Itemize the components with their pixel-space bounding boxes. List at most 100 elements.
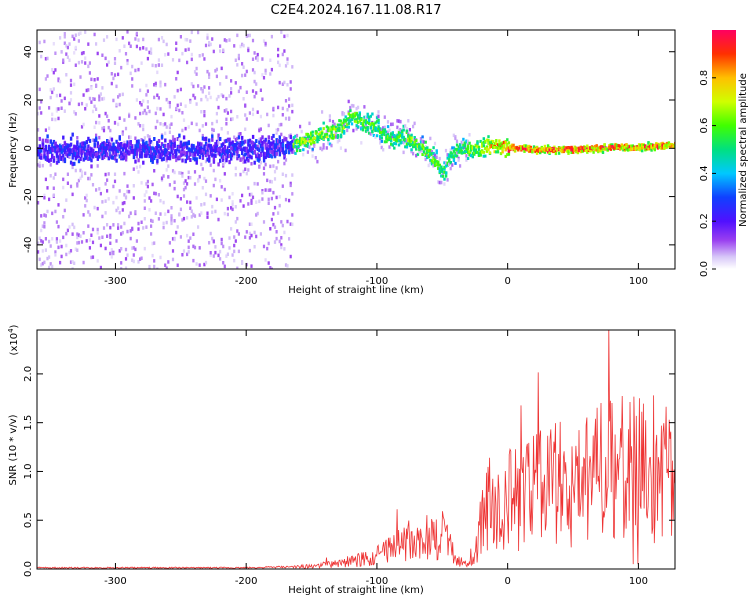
spectrogram-cell: [261, 197, 264, 201]
spectrogram-cell: [283, 34, 286, 39]
spectrogram-cell: [186, 233, 189, 238]
spectrogram-cell: [203, 57, 206, 61]
spectrogram-cell: [175, 148, 178, 153]
spectrogram-cell: [137, 38, 140, 42]
spectrogram-cell: [590, 146, 594, 150]
spectrogram-cell: [245, 156, 249, 161]
spectrogram-cell: [321, 131, 324, 135]
spectrogram-cell: [104, 199, 107, 203]
spectrogram-cell: [482, 154, 485, 158]
spectrogram-cell: [85, 140, 88, 144]
spectrogram-cell: [225, 254, 228, 258]
spectrogram-cell: [71, 155, 74, 160]
spectrogram-cell: [137, 67, 140, 72]
spectrogram-cell: [90, 148, 93, 153]
spectrogram-cell: [567, 146, 570, 149]
spectrogram-cell: [288, 237, 291, 241]
spectrogram-cell: [74, 168, 77, 173]
spectrogram-cell: [548, 150, 551, 154]
spectrogram-cell: [124, 52, 128, 56]
spectrogram-cell: [269, 153, 272, 158]
spectrogram-cell: [57, 224, 60, 229]
spectrogram-cell: [214, 69, 217, 73]
spectrogram-cell: [397, 135, 401, 139]
spectrogram-cell: [69, 184, 73, 189]
spectrogram-cell: [121, 208, 124, 212]
spectrogram-cell: [433, 164, 437, 167]
spectrogram-cell: [59, 239, 62, 243]
spectrogram-cell: [154, 146, 158, 150]
spectrogram-cell: [63, 32, 66, 36]
spectrogram-cell: [77, 39, 80, 43]
spectrogram-cell: [124, 196, 128, 200]
spectrogram-cell: [288, 116, 291, 120]
spectrogram-cell: [308, 135, 311, 139]
spectrogram-cell: [628, 148, 631, 152]
spectrogram-cell: [153, 83, 156, 87]
spectrogram-cell: [284, 144, 288, 149]
spectrogram-cell: [443, 167, 446, 171]
spectrogram-cell: [212, 159, 216, 164]
spectrogram-cell: [477, 153, 481, 157]
spectrogram-cell: [225, 138, 228, 143]
spectrogram-cell: [391, 122, 394, 126]
spectrogram-cell: [48, 265, 51, 269]
spectrogram-cell: [88, 213, 91, 217]
spectrogram-cell: [413, 140, 416, 144]
spectrogram-cell: [192, 232, 195, 236]
spectrogram-ytick-label: 40: [23, 45, 34, 58]
spectrogram-cell: [493, 145, 496, 149]
spectrogram-cell: [179, 102, 182, 106]
spectrogram-cell: [101, 146, 104, 151]
spectrogram-cell: [69, 83, 73, 87]
spectrogram-cell: [397, 127, 400, 132]
spectrogram-cell: [84, 171, 87, 176]
spectrogram-cell: [502, 143, 506, 147]
spectrogram-cell: [396, 119, 399, 123]
spectrogram-cell: [46, 152, 49, 157]
spectrogram-cell: [38, 144, 41, 149]
spectrogram-cell: [266, 146, 269, 151]
spectrogram-cell: [41, 163, 44, 168]
spectrogram-cell: [277, 147, 280, 152]
spectrogram-cell: [211, 121, 214, 126]
spectrogram-cell: [215, 142, 219, 147]
spectrogram-cell: [310, 133, 313, 137]
spectrogram-cell: [306, 135, 310, 138]
spectrogram-cell: [85, 88, 88, 93]
spectrogram-cell: [88, 150, 92, 155]
spectrogram-cell: [314, 156, 317, 160]
spectrogram-cell: [402, 135, 405, 139]
spectrogram-cell: [435, 151, 438, 155]
spectrogram-cell: [223, 145, 227, 149]
spectrogram-cell: [184, 37, 187, 42]
spectrogram-cell: [623, 145, 627, 149]
spectrogram-cell: [109, 144, 112, 149]
spectrogram-cell: [344, 115, 347, 119]
spectrogram-cell: [115, 239, 118, 243]
spectrogram-cell: [466, 147, 470, 151]
spectrogram-cell: [391, 143, 394, 147]
spectrogram-cell: [120, 151, 123, 156]
spectrogram-cell: [137, 144, 140, 149]
spectrogram-cell: [264, 137, 267, 142]
spectrogram-cell: [259, 127, 262, 131]
spectrogram-cell: [441, 174, 445, 178]
spectrogram-cell: [364, 121, 368, 125]
spectrogram-cell: [102, 141, 106, 146]
spectrogram-cell: [91, 153, 95, 158]
spectrogram-cell: [120, 155, 123, 160]
spectrogram-cell: [374, 121, 377, 125]
spectrogram-cell: [87, 144, 90, 149]
spectrogram-cell: [432, 146, 435, 150]
spectrogram-cell: [256, 110, 259, 114]
spectrogram-cell: [137, 227, 140, 231]
spectrogram-cell: [137, 147, 140, 152]
spectrogram-cell: [399, 128, 402, 132]
spectrogram-cell: [390, 135, 393, 139]
spectrogram-cell: [586, 147, 589, 151]
spectrogram-cell: [495, 142, 498, 145]
spectrogram-cell: [333, 122, 336, 127]
spectrogram-cell: [123, 44, 126, 48]
spectrogram-cell: [280, 243, 283, 247]
